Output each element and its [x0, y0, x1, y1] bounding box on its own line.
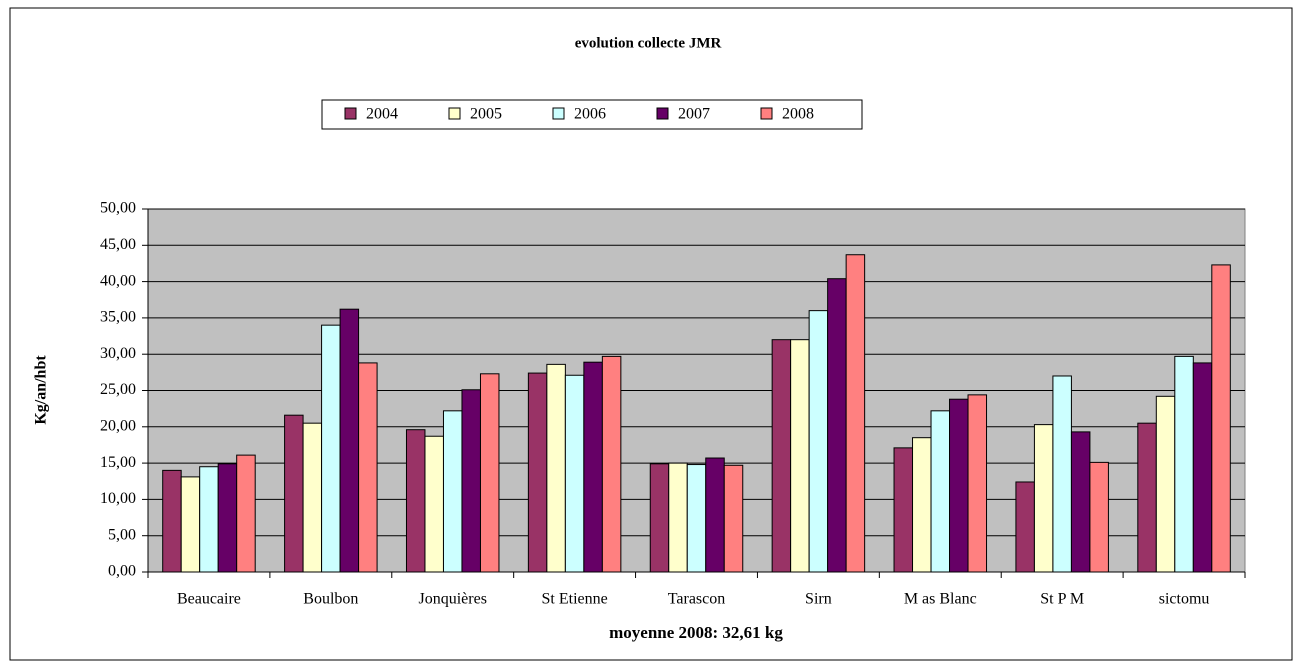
legend-label: 2007	[678, 106, 710, 123]
y-tick-label: 40,00	[100, 272, 136, 289]
bar	[405, 429, 426, 573]
x-tick-label: St Etienne	[542, 591, 608, 608]
y-tick-label: 10,00	[100, 490, 136, 507]
bar	[442, 410, 463, 573]
legend-swatch	[552, 107, 565, 120]
y-tick-label: 50,00	[100, 200, 136, 217]
bar	[1052, 375, 1072, 573]
x-tick-label: Beaucaire	[177, 591, 241, 608]
legend-swatch	[344, 107, 357, 120]
bar	[601, 355, 622, 573]
bar	[723, 464, 744, 573]
y-tick-label: 30,00	[100, 345, 136, 362]
bar	[564, 374, 585, 573]
bar	[1089, 461, 1109, 573]
bar	[461, 389, 481, 573]
bar	[705, 457, 725, 573]
x-tick-label: sictomu	[1159, 591, 1210, 608]
x-tick-label: St P M	[1040, 591, 1084, 608]
x-tick-label: Tarascon	[668, 591, 726, 608]
bar	[358, 362, 378, 573]
bar	[771, 339, 792, 573]
y-tick-label: 20,00	[100, 417, 136, 434]
y-tick-label: 35,00	[100, 309, 136, 326]
bar	[1192, 362, 1213, 573]
bar	[1155, 395, 1176, 573]
bar	[236, 454, 256, 573]
bar	[321, 324, 341, 573]
chart-title: evolution collecte JMR	[575, 35, 722, 51]
y-axis-label: Kg/an/hbt	[33, 355, 50, 425]
bar	[893, 447, 914, 573]
legend-label: 2006	[574, 106, 606, 123]
y-tick-label: 5,00	[108, 526, 136, 543]
legend-swatch	[760, 107, 773, 120]
bar	[339, 308, 360, 573]
y-tick-label: 45,00	[100, 236, 136, 253]
bar	[199, 466, 219, 573]
bar	[686, 464, 707, 573]
bar	[546, 363, 566, 573]
bar	[912, 437, 932, 573]
bar	[1070, 431, 1091, 573]
bar	[827, 278, 847, 573]
legend-label: 2004	[366, 106, 398, 123]
x-axis-label: moyenne 2008: 32,61 kg	[609, 623, 783, 642]
bar	[424, 435, 444, 573]
bar	[649, 463, 670, 573]
x-tick-label: M as Blanc	[904, 591, 977, 608]
bar	[284, 414, 304, 573]
bar	[967, 394, 988, 573]
bar	[527, 372, 548, 573]
y-tick-label: 0,00	[108, 563, 136, 580]
legend-swatch	[448, 107, 461, 120]
legend-label: 2008	[782, 106, 814, 123]
x-tick-label: Boulbon	[303, 591, 358, 608]
bar	[1137, 422, 1157, 573]
bar	[790, 339, 810, 573]
bar	[930, 410, 951, 573]
bar	[217, 463, 238, 573]
x-tick-label: Sirn	[805, 591, 832, 608]
bar	[1211, 264, 1231, 573]
bar	[162, 469, 182, 573]
x-tick-label: Jonquières	[419, 591, 487, 608]
bar	[583, 361, 603, 573]
bar	[949, 398, 969, 573]
y-tick-label: 15,00	[100, 454, 136, 471]
bar	[808, 310, 829, 573]
legend-swatch	[656, 107, 669, 120]
y-tick-label: 25,00	[100, 381, 136, 398]
bar	[1015, 481, 1035, 573]
bar	[668, 462, 688, 573]
bar	[1174, 355, 1194, 573]
bar	[1033, 424, 1054, 573]
bar	[845, 254, 866, 573]
bar	[479, 373, 500, 573]
legend-label: 2005	[470, 106, 502, 123]
bar	[302, 422, 323, 573]
bar	[180, 476, 201, 573]
